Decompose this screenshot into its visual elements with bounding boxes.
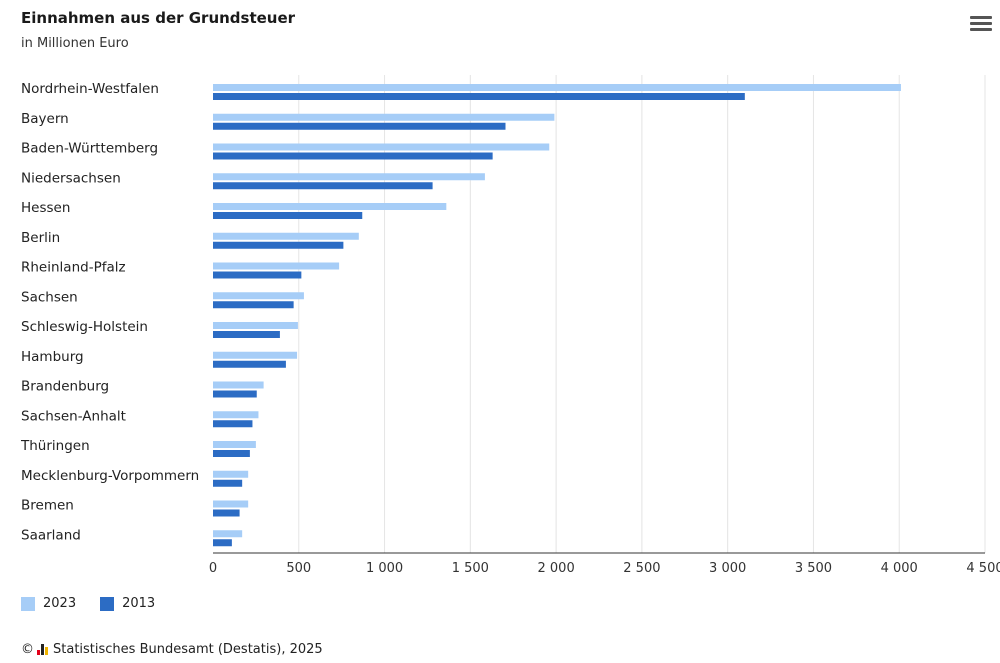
y-category-label: Hessen <box>21 200 70 216</box>
y-category-label: Baden-Württemberg <box>21 141 158 157</box>
y-category-label: Sachsen <box>21 289 78 305</box>
legend-swatch-2013 <box>100 596 115 611</box>
y-category-label: Hamburg <box>21 349 84 365</box>
bar-2023 <box>213 292 304 300</box>
y-category-label: Schleswig-Holstein <box>21 319 148 335</box>
bar-2023 <box>213 530 243 538</box>
bar-2023 <box>213 470 249 478</box>
bar-2013 <box>213 301 294 309</box>
legend: 2023 2013 <box>21 596 179 611</box>
bar-2013 <box>213 182 433 190</box>
bar-2023 <box>213 232 359 240</box>
bar-2023 <box>213 173 485 181</box>
chart-subtitle: in Millionen Euro <box>21 36 129 51</box>
y-category-label: Berlin <box>21 230 60 246</box>
bar-2023 <box>213 441 256 448</box>
y-category-label: Bremen <box>21 498 74 514</box>
x-tick-label: 2 500 <box>623 561 660 576</box>
bar-2023 <box>213 411 259 419</box>
y-category-label: Thüringen <box>20 438 90 454</box>
copyright-symbol: © <box>21 642 34 657</box>
y-category-label: Niedersachsen <box>21 170 121 186</box>
bar-2013 <box>213 420 253 428</box>
bar-2023 <box>213 262 340 270</box>
bar-2013 <box>213 450 250 457</box>
legend-label-2023: 2023 <box>43 596 77 611</box>
legend-item-2013[interactable]: 2013 <box>100 596 155 611</box>
y-category-label: Mecklenburg-Vorpommern <box>21 468 199 484</box>
y-category-label: Saarland <box>21 527 81 543</box>
bar-2023 <box>213 203 447 210</box>
bar-2013 <box>213 93 745 100</box>
bar-2013 <box>213 212 363 219</box>
bar-2013 <box>213 390 257 398</box>
bar-2013 <box>213 241 344 249</box>
x-tick-label: 3 500 <box>795 561 832 576</box>
y-category-label: Rheinland-Pfalz <box>21 260 126 276</box>
x-tick-label: 4 500 <box>966 561 1000 576</box>
bar-2023 <box>213 84 901 91</box>
bar-2013 <box>213 509 240 517</box>
x-tick-label: 1 000 <box>366 561 403 576</box>
bar-2013 <box>213 152 493 160</box>
bar-2023 <box>213 143 550 151</box>
bar-2013 <box>213 331 280 338</box>
y-category-label: Brandenburg <box>21 379 109 395</box>
chart-title: Einnahmen aus der Grundsteuer <box>21 9 296 27</box>
legend-swatch-2023 <box>21 596 35 611</box>
source-credit: © Statistisches Bundesamt (Destatis), 20… <box>21 642 323 657</box>
y-category-label: Bayern <box>21 111 69 127</box>
bar-2013 <box>213 360 286 368</box>
destatis-logo-icon <box>37 644 49 655</box>
source-text: Statistisches Bundesamt (Destatis), 2025 <box>53 642 323 657</box>
bar-2023 <box>213 322 298 329</box>
y-category-label: Nordrhein-Westfalen <box>21 81 159 97</box>
x-tick-label: 500 <box>286 561 311 576</box>
bar-2023 <box>213 113 555 121</box>
bar-2013 <box>213 479 243 487</box>
bar-chart: 0 500 1 000 1 500 2 000 2 500 3 000 3 500 4 000 4… <box>20 75 1000 576</box>
bar-2023 <box>213 351 298 359</box>
bar-2023 <box>213 500 249 508</box>
x-tick-label: 0 <box>209 561 217 576</box>
legend-item-2023[interactable]: 2023 <box>21 596 76 611</box>
y-category-label: Sachsen-Anhalt <box>21 408 126 424</box>
bar-2013 <box>213 122 506 130</box>
x-tick-label: 3 000 <box>709 561 746 576</box>
x-tick-label: 2 000 <box>538 561 575 576</box>
x-tick-label: 1 500 <box>452 561 489 576</box>
legend-label-2013: 2013 <box>122 596 156 611</box>
hamburger-menu-icon[interactable] <box>970 16 992 34</box>
bar-2023 <box>213 381 264 389</box>
x-tick-label: 4 000 <box>881 561 918 576</box>
bar-2013 <box>213 539 232 547</box>
bar-2013 <box>213 271 302 279</box>
